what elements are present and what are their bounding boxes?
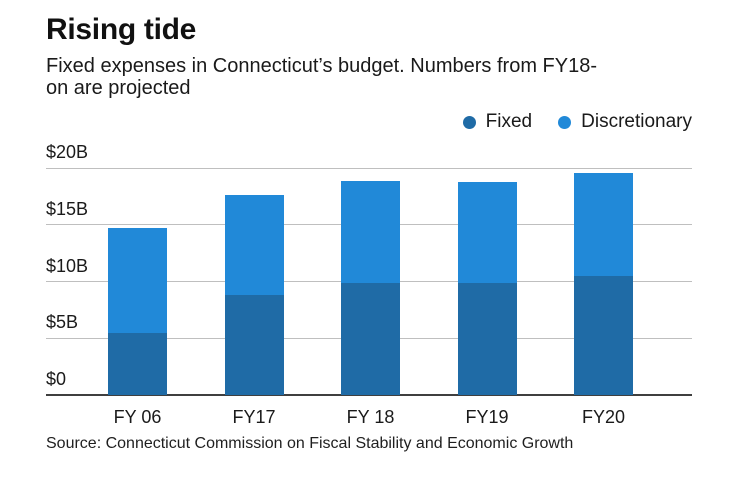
source-note: Source: Connecticut Commission on Fiscal… <box>46 435 574 452</box>
bar-fixed-FY 18 <box>341 282 400 395</box>
y-axis-tick-$20B: $20B <box>46 142 89 162</box>
bar-discretionary-FY19 <box>457 181 517 283</box>
page-title: Rising tide <box>46 13 197 46</box>
gridline-$0 <box>46 394 692 396</box>
fixed-swatch-icon <box>462 115 476 129</box>
x-axis-tick-FY19: FY19 <box>465 407 509 427</box>
bar-discretionary-FY17 <box>224 195 284 296</box>
y-axis-tick-$10B: $10B <box>46 255 89 276</box>
y-axis-tick-$5B: $5B <box>46 312 79 333</box>
y-axis-tick-$15B: $15B <box>46 198 89 219</box>
chart-subtitle-line-2: on are projected <box>46 77 191 99</box>
legend-item-fixed: Fixed <box>462 111 533 133</box>
y-axis-tick-$0: $0 <box>46 369 67 389</box>
bar-fixed-FY 06 <box>108 332 167 395</box>
legend-item-discretionary: Discretionary <box>558 111 692 133</box>
bar-discretionary-FY20 <box>574 172 633 276</box>
x-axis-tick-FY 18: FY 18 <box>346 407 395 427</box>
x-axis-tick-FY20: FY20 <box>581 407 626 427</box>
discretionary-swatch-icon <box>558 115 572 129</box>
chart-subtitle: Fixed expenses in Connecticut’s budget. … <box>46 55 597 99</box>
bar-fixed-FY20 <box>574 275 633 395</box>
chart-subtitle-line-1: Fixed expenses in Connecticut’s budget. … <box>46 55 598 77</box>
bar-discretionary-FY 06 <box>108 228 167 333</box>
bar-fixed-FY19 <box>457 282 517 395</box>
gridline-$20B <box>46 167 692 169</box>
legend-label-fixed: Fixed <box>485 111 533 132</box>
bar-fixed-FY17 <box>224 295 284 395</box>
x-axis-tick-FY 06: FY 06 <box>113 407 162 427</box>
x-axis-tick-FY17: FY17 <box>232 407 276 427</box>
bar-discretionary-FY 18 <box>341 180 400 283</box>
legend-label-discretionary: Discretionary <box>581 111 692 132</box>
legend: Fixed Discretionary <box>462 111 692 133</box>
plot-area: $20B $15B $10B $5B $0 FY 06 FY17 FY 18 FY19 FY20 <box>46 142 692 427</box>
